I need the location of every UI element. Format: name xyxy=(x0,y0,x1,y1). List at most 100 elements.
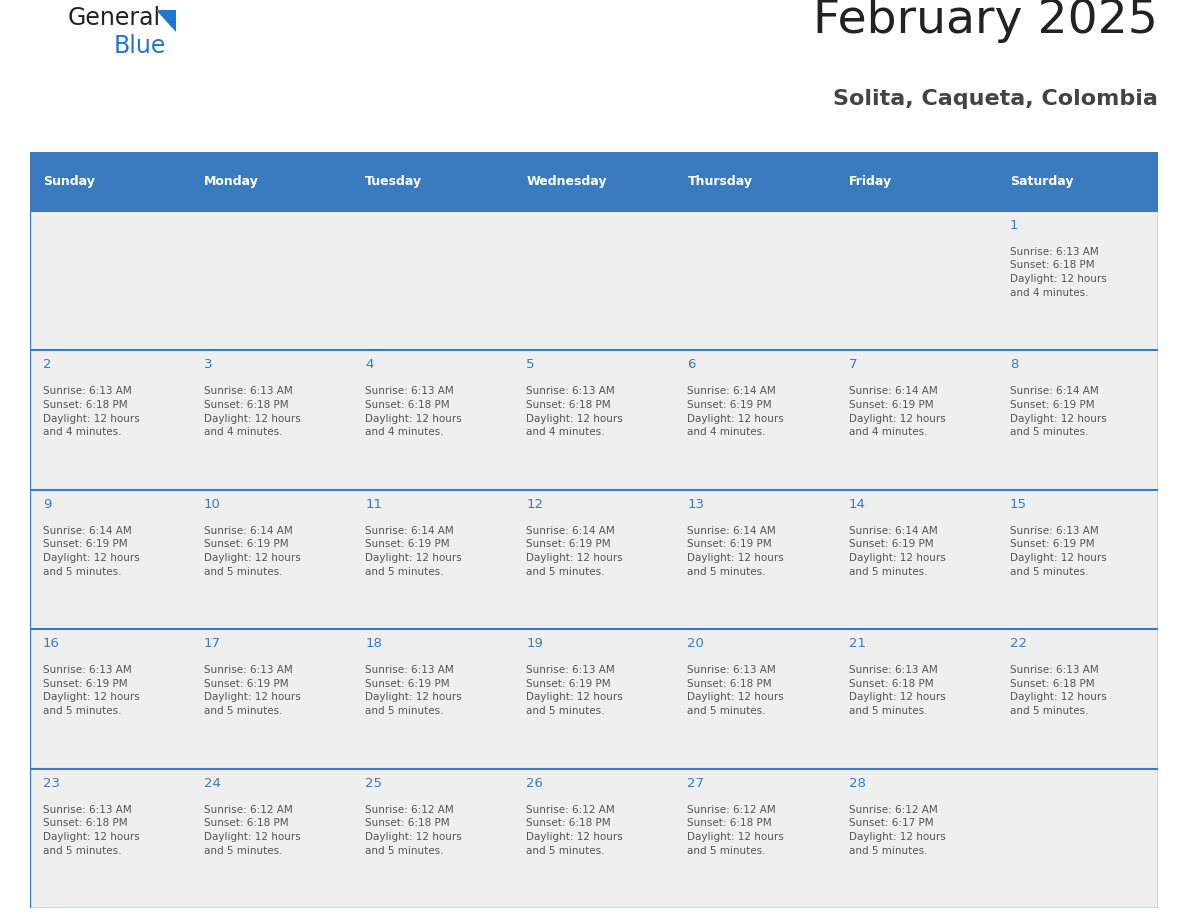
Bar xyxy=(191,489,353,629)
Bar xyxy=(835,350,997,489)
Text: 13: 13 xyxy=(688,498,704,511)
Text: 5: 5 xyxy=(526,358,535,372)
Bar xyxy=(997,210,1158,350)
Bar xyxy=(835,152,997,210)
Bar xyxy=(353,768,513,908)
Text: Sunrise: 6:13 AM
Sunset: 6:18 PM
Daylight: 12 hours
and 4 minutes.: Sunrise: 6:13 AM Sunset: 6:18 PM Dayligh… xyxy=(1010,247,1106,297)
Bar xyxy=(835,210,997,350)
Text: 12: 12 xyxy=(526,498,543,511)
Text: Tuesday: Tuesday xyxy=(365,174,422,188)
Text: General: General xyxy=(68,6,162,30)
Bar xyxy=(675,629,835,768)
Bar xyxy=(353,152,513,210)
Bar xyxy=(353,210,513,350)
Bar xyxy=(30,152,191,210)
Text: Sunrise: 6:13 AM
Sunset: 6:19 PM
Daylight: 12 hours
and 5 minutes.: Sunrise: 6:13 AM Sunset: 6:19 PM Dayligh… xyxy=(365,666,462,716)
Text: 28: 28 xyxy=(848,777,866,789)
Bar xyxy=(191,210,353,350)
Text: 16: 16 xyxy=(43,637,59,650)
Text: 1: 1 xyxy=(1010,219,1018,232)
Text: Blue: Blue xyxy=(114,34,166,59)
Bar xyxy=(513,152,675,210)
Bar xyxy=(675,350,835,489)
Bar xyxy=(835,629,997,768)
Text: 4: 4 xyxy=(365,358,373,372)
Text: Sunrise: 6:13 AM
Sunset: 6:18 PM
Daylight: 12 hours
and 4 minutes.: Sunrise: 6:13 AM Sunset: 6:18 PM Dayligh… xyxy=(204,386,301,437)
Text: Sunrise: 6:13 AM
Sunset: 6:19 PM
Daylight: 12 hours
and 5 minutes.: Sunrise: 6:13 AM Sunset: 6:19 PM Dayligh… xyxy=(526,666,623,716)
Text: Sunrise: 6:14 AM
Sunset: 6:19 PM
Daylight: 12 hours
and 5 minutes.: Sunrise: 6:14 AM Sunset: 6:19 PM Dayligh… xyxy=(43,526,140,577)
Text: Sunrise: 6:14 AM
Sunset: 6:19 PM
Daylight: 12 hours
and 5 minutes.: Sunrise: 6:14 AM Sunset: 6:19 PM Dayligh… xyxy=(688,526,784,577)
Bar xyxy=(513,210,675,350)
Text: 7: 7 xyxy=(848,358,857,372)
Text: Sunrise: 6:12 AM
Sunset: 6:18 PM
Daylight: 12 hours
and 5 minutes.: Sunrise: 6:12 AM Sunset: 6:18 PM Dayligh… xyxy=(204,805,301,856)
Bar xyxy=(997,489,1158,629)
Text: 15: 15 xyxy=(1010,498,1026,511)
Text: 14: 14 xyxy=(848,498,866,511)
Text: 19: 19 xyxy=(526,637,543,650)
Bar xyxy=(191,350,353,489)
Bar xyxy=(675,210,835,350)
Text: Sunrise: 6:12 AM
Sunset: 6:17 PM
Daylight: 12 hours
and 5 minutes.: Sunrise: 6:12 AM Sunset: 6:17 PM Dayligh… xyxy=(848,805,946,856)
Bar xyxy=(513,489,675,629)
Text: 6: 6 xyxy=(688,358,696,372)
Text: Sunrise: 6:13 AM
Sunset: 6:18 PM
Daylight: 12 hours
and 4 minutes.: Sunrise: 6:13 AM Sunset: 6:18 PM Dayligh… xyxy=(365,386,462,437)
Bar xyxy=(30,489,191,629)
Text: Wednesday: Wednesday xyxy=(526,174,607,188)
Text: Thursday: Thursday xyxy=(688,174,752,188)
Text: Sunday: Sunday xyxy=(43,174,95,188)
Bar xyxy=(30,210,191,350)
Text: Monday: Monday xyxy=(204,174,259,188)
Text: Sunrise: 6:13 AM
Sunset: 6:18 PM
Daylight: 12 hours
and 5 minutes.: Sunrise: 6:13 AM Sunset: 6:18 PM Dayligh… xyxy=(848,666,946,716)
Text: Sunrise: 6:14 AM
Sunset: 6:19 PM
Daylight: 12 hours
and 5 minutes.: Sunrise: 6:14 AM Sunset: 6:19 PM Dayligh… xyxy=(526,526,623,577)
Bar xyxy=(997,152,1158,210)
Text: 25: 25 xyxy=(365,777,383,789)
Bar xyxy=(675,489,835,629)
Text: Sunrise: 6:14 AM
Sunset: 6:19 PM
Daylight: 12 hours
and 4 minutes.: Sunrise: 6:14 AM Sunset: 6:19 PM Dayligh… xyxy=(688,386,784,437)
Bar xyxy=(835,489,997,629)
Text: Sunrise: 6:12 AM
Sunset: 6:18 PM
Daylight: 12 hours
and 5 minutes.: Sunrise: 6:12 AM Sunset: 6:18 PM Dayligh… xyxy=(688,805,784,856)
Bar xyxy=(997,629,1158,768)
Bar xyxy=(353,629,513,768)
Bar xyxy=(30,768,191,908)
Bar xyxy=(835,768,997,908)
Text: 27: 27 xyxy=(688,777,704,789)
Bar xyxy=(30,350,191,489)
Text: Sunrise: 6:13 AM
Sunset: 6:19 PM
Daylight: 12 hours
and 5 minutes.: Sunrise: 6:13 AM Sunset: 6:19 PM Dayligh… xyxy=(43,666,140,716)
Text: 3: 3 xyxy=(204,358,213,372)
Text: 10: 10 xyxy=(204,498,221,511)
Text: Sunrise: 6:13 AM
Sunset: 6:18 PM
Daylight: 12 hours
and 4 minutes.: Sunrise: 6:13 AM Sunset: 6:18 PM Dayligh… xyxy=(43,386,140,437)
Text: 18: 18 xyxy=(365,637,383,650)
Text: Solita, Caqueta, Colombia: Solita, Caqueta, Colombia xyxy=(833,89,1158,109)
Text: 20: 20 xyxy=(688,637,704,650)
Text: 26: 26 xyxy=(526,777,543,789)
Text: 8: 8 xyxy=(1010,358,1018,372)
Bar xyxy=(675,768,835,908)
Bar xyxy=(513,350,675,489)
Text: Sunrise: 6:12 AM
Sunset: 6:18 PM
Daylight: 12 hours
and 5 minutes.: Sunrise: 6:12 AM Sunset: 6:18 PM Dayligh… xyxy=(365,805,462,856)
Text: Sunrise: 6:13 AM
Sunset: 6:18 PM
Daylight: 12 hours
and 5 minutes.: Sunrise: 6:13 AM Sunset: 6:18 PM Dayligh… xyxy=(1010,666,1106,716)
Text: 11: 11 xyxy=(365,498,383,511)
Text: 24: 24 xyxy=(204,777,221,789)
Text: Sunrise: 6:14 AM
Sunset: 6:19 PM
Daylight: 12 hours
and 5 minutes.: Sunrise: 6:14 AM Sunset: 6:19 PM Dayligh… xyxy=(204,526,301,577)
Text: Sunrise: 6:13 AM
Sunset: 6:19 PM
Daylight: 12 hours
and 5 minutes.: Sunrise: 6:13 AM Sunset: 6:19 PM Dayligh… xyxy=(204,666,301,716)
Bar xyxy=(997,768,1158,908)
Bar xyxy=(513,768,675,908)
Text: Sunrise: 6:13 AM
Sunset: 6:19 PM
Daylight: 12 hours
and 5 minutes.: Sunrise: 6:13 AM Sunset: 6:19 PM Dayligh… xyxy=(1010,526,1106,577)
Text: Sunrise: 6:14 AM
Sunset: 6:19 PM
Daylight: 12 hours
and 5 minutes.: Sunrise: 6:14 AM Sunset: 6:19 PM Dayligh… xyxy=(848,526,946,577)
Text: 17: 17 xyxy=(204,637,221,650)
Bar xyxy=(191,152,353,210)
Text: February 2025: February 2025 xyxy=(813,0,1158,42)
Text: Sunrise: 6:14 AM
Sunset: 6:19 PM
Daylight: 12 hours
and 5 minutes.: Sunrise: 6:14 AM Sunset: 6:19 PM Dayligh… xyxy=(1010,386,1106,437)
Text: Sunrise: 6:14 AM
Sunset: 6:19 PM
Daylight: 12 hours
and 4 minutes.: Sunrise: 6:14 AM Sunset: 6:19 PM Dayligh… xyxy=(848,386,946,437)
Bar xyxy=(191,629,353,768)
Text: 2: 2 xyxy=(43,358,51,372)
Bar xyxy=(997,350,1158,489)
Text: Sunrise: 6:13 AM
Sunset: 6:18 PM
Daylight: 12 hours
and 5 minutes.: Sunrise: 6:13 AM Sunset: 6:18 PM Dayligh… xyxy=(688,666,784,716)
Bar xyxy=(30,629,191,768)
Bar xyxy=(513,629,675,768)
Bar xyxy=(353,350,513,489)
Bar xyxy=(191,768,353,908)
Text: Friday: Friday xyxy=(848,174,892,188)
Text: Sunrise: 6:13 AM
Sunset: 6:18 PM
Daylight: 12 hours
and 5 minutes.: Sunrise: 6:13 AM Sunset: 6:18 PM Dayligh… xyxy=(43,805,140,856)
Text: Sunrise: 6:14 AM
Sunset: 6:19 PM
Daylight: 12 hours
and 5 minutes.: Sunrise: 6:14 AM Sunset: 6:19 PM Dayligh… xyxy=(365,526,462,577)
